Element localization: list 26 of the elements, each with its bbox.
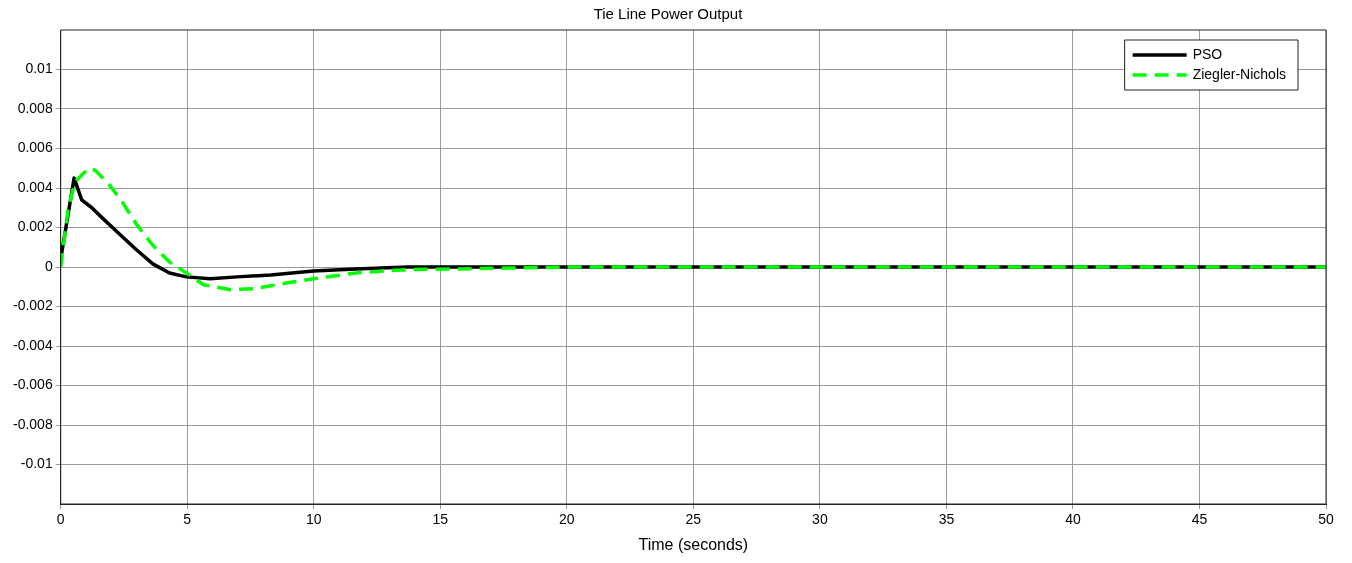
x-tick-label: 20 <box>559 511 575 528</box>
y-tick-label: -0.008 <box>12 415 53 432</box>
x-tick-label: 10 <box>305 511 322 528</box>
y-tick-label: 0.004 <box>17 178 53 195</box>
x-axis-title: Time (seconds) <box>638 535 749 553</box>
y-tick-label: -0.004 <box>12 336 53 353</box>
y-tick-label: 0.006 <box>17 139 53 156</box>
y-tick-label: 0.008 <box>17 99 53 116</box>
x-tick-label: 15 <box>432 511 449 528</box>
x-tick-label: 40 <box>1065 511 1081 528</box>
chart-title: Tie Line Power Output <box>593 5 744 23</box>
y-tick-label: -0.002 <box>12 297 53 314</box>
x-tick-label: 45 <box>1191 511 1208 528</box>
legend-label: PSO <box>1192 45 1223 62</box>
x-tick-label: 30 <box>812 511 828 528</box>
y-tick-label: 0 <box>44 257 53 274</box>
x-tick-label: 35 <box>938 511 955 528</box>
legend-label: Ziegler-Nichols <box>1192 65 1286 82</box>
y-tick-label: 0.01 <box>25 60 53 77</box>
x-tick-label: 0 <box>56 511 65 528</box>
y-tick-label: 0.002 <box>17 218 53 235</box>
y-tick-label: -0.01 <box>20 455 53 472</box>
x-tick-label: 5 <box>183 511 192 528</box>
y-tick-label: -0.006 <box>12 376 53 393</box>
x-tick-label: 50 <box>1318 511 1334 528</box>
x-tick-label: 25 <box>685 511 702 528</box>
